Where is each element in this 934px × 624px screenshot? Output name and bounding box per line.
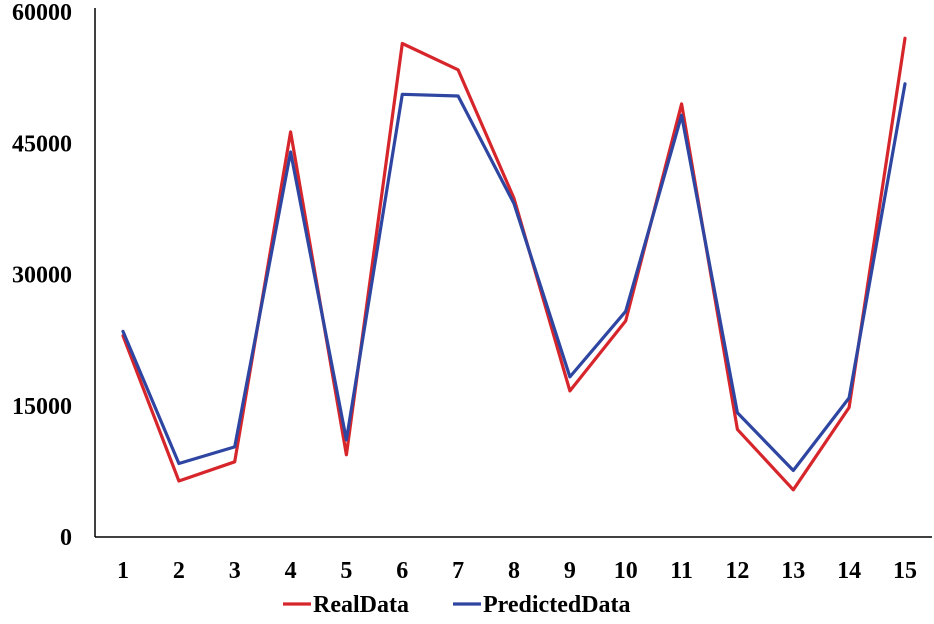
- x-tick-label: 1: [117, 558, 129, 584]
- y-tick-label: 45000: [12, 131, 72, 157]
- series-line-predicteddata: [121, 82, 907, 473]
- series-lines: [121, 36, 907, 492]
- x-tick-label: 2: [173, 558, 185, 584]
- x-tick-label: 14: [837, 558, 861, 584]
- y-tick-label: 0: [60, 525, 72, 551]
- x-tick-label: 13: [781, 558, 805, 584]
- x-tick-label: 4: [285, 558, 297, 584]
- y-axis-ticks: 0 15000 30000 45000 60000: [12, 0, 72, 551]
- x-tick-label: 10: [614, 558, 638, 584]
- legend-label: RealData: [313, 592, 409, 618]
- y-tick-label: 30000: [12, 263, 72, 289]
- y-tick-label: 15000: [12, 394, 72, 420]
- x-tick-label: 5: [340, 558, 352, 584]
- x-tick-label: 8: [508, 558, 520, 584]
- x-tick-label: 3: [229, 558, 241, 584]
- legend: RealData PredictedData: [283, 592, 631, 618]
- legend-label: PredictedData: [483, 592, 631, 618]
- x-tick-label: 9: [564, 558, 576, 584]
- x-tick-label: 11: [670, 558, 693, 584]
- x-tick-label: 6: [396, 558, 408, 584]
- y-tick-label: 60000: [12, 0, 72, 26]
- x-axis-ticks: 1 2 3 4 5 6 7 8 9 10 11 12 13 14 15: [117, 558, 917, 584]
- x-tick-label: 7: [452, 558, 464, 584]
- x-tick-label: 15: [893, 558, 917, 584]
- x-tick-label: 12: [725, 558, 749, 584]
